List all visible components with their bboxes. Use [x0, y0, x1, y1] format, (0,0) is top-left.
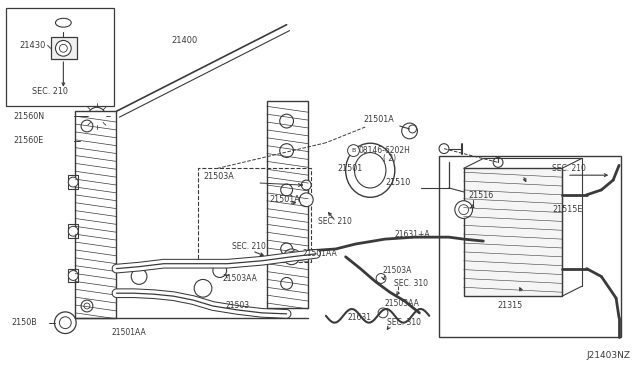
- Text: 21631+A: 21631+A: [395, 230, 431, 239]
- Circle shape: [280, 114, 294, 128]
- Text: SEC. 210: SEC. 210: [232, 243, 266, 251]
- Bar: [68, 224, 78, 238]
- Circle shape: [213, 264, 227, 278]
- Text: SEC. 210: SEC. 210: [318, 217, 352, 226]
- Circle shape: [408, 125, 417, 133]
- Ellipse shape: [82, 134, 102, 148]
- Bar: [6, 8, 115, 106]
- Circle shape: [292, 250, 300, 258]
- Bar: [51, 38, 77, 59]
- Text: 21400: 21400: [172, 36, 198, 45]
- Text: 21501AA: 21501AA: [111, 328, 147, 337]
- Circle shape: [439, 144, 449, 154]
- Text: J21403NZ: J21403NZ: [587, 351, 630, 360]
- Circle shape: [301, 180, 311, 190]
- Circle shape: [68, 177, 78, 187]
- Circle shape: [281, 278, 292, 289]
- Circle shape: [284, 249, 300, 265]
- Text: 21503: 21503: [226, 301, 250, 310]
- Circle shape: [376, 273, 386, 283]
- Bar: [68, 269, 78, 282]
- Circle shape: [280, 144, 294, 157]
- Text: B: B: [351, 148, 356, 153]
- Circle shape: [54, 312, 76, 334]
- Text: ( 2): ( 2): [383, 154, 396, 163]
- Text: 21560N: 21560N: [13, 112, 44, 121]
- Bar: [439, 155, 621, 337]
- Text: 21501A: 21501A: [364, 115, 394, 124]
- Circle shape: [378, 308, 388, 318]
- Text: 21501: 21501: [338, 164, 363, 173]
- Bar: [267, 102, 308, 308]
- Circle shape: [300, 193, 313, 207]
- Circle shape: [60, 44, 67, 52]
- Text: 21510: 21510: [385, 177, 410, 187]
- Text: 21430: 21430: [19, 41, 45, 50]
- Circle shape: [402, 123, 417, 139]
- Ellipse shape: [355, 153, 386, 188]
- Text: 21560E: 21560E: [13, 136, 44, 145]
- Circle shape: [68, 270, 78, 280]
- Text: SEC. 210: SEC. 210: [552, 164, 586, 173]
- Bar: [75, 111, 116, 318]
- Circle shape: [84, 303, 90, 309]
- Text: 21503A: 21503A: [203, 171, 234, 181]
- Circle shape: [455, 201, 472, 218]
- Circle shape: [348, 145, 360, 157]
- Ellipse shape: [82, 138, 102, 144]
- Text: 21515E: 21515E: [552, 205, 582, 214]
- Text: 21501AA: 21501AA: [302, 249, 337, 259]
- Text: 21501A: 21501A: [269, 195, 300, 204]
- Text: SEC. 310: SEC. 310: [387, 318, 421, 327]
- Ellipse shape: [346, 143, 395, 197]
- Text: SEC. 210: SEC. 210: [32, 87, 68, 96]
- Bar: [198, 168, 311, 262]
- Bar: [68, 175, 78, 189]
- Ellipse shape: [56, 18, 71, 27]
- Text: 21631: 21631: [348, 313, 372, 322]
- Circle shape: [68, 226, 78, 236]
- Text: 08146-6202H: 08146-6202H: [358, 146, 410, 155]
- Text: 21516: 21516: [468, 191, 494, 201]
- Circle shape: [60, 317, 71, 328]
- Circle shape: [92, 111, 102, 121]
- Circle shape: [56, 41, 71, 56]
- Ellipse shape: [86, 137, 98, 145]
- Circle shape: [459, 205, 468, 215]
- Text: 21503AA: 21503AA: [385, 299, 420, 308]
- Circle shape: [493, 157, 503, 167]
- Bar: [463, 168, 562, 296]
- Text: 21315: 21315: [497, 301, 522, 311]
- Text: 2150B: 2150B: [12, 318, 37, 327]
- Circle shape: [281, 184, 292, 196]
- Ellipse shape: [82, 141, 102, 147]
- Circle shape: [81, 300, 93, 312]
- Circle shape: [88, 107, 106, 125]
- Text: 21503A: 21503A: [382, 266, 412, 275]
- Circle shape: [81, 120, 93, 132]
- Circle shape: [131, 269, 147, 284]
- Ellipse shape: [82, 144, 102, 150]
- Text: 21503AA: 21503AA: [223, 274, 257, 283]
- Circle shape: [194, 279, 212, 297]
- Text: SEC. 310: SEC. 310: [394, 279, 428, 288]
- Circle shape: [281, 243, 292, 255]
